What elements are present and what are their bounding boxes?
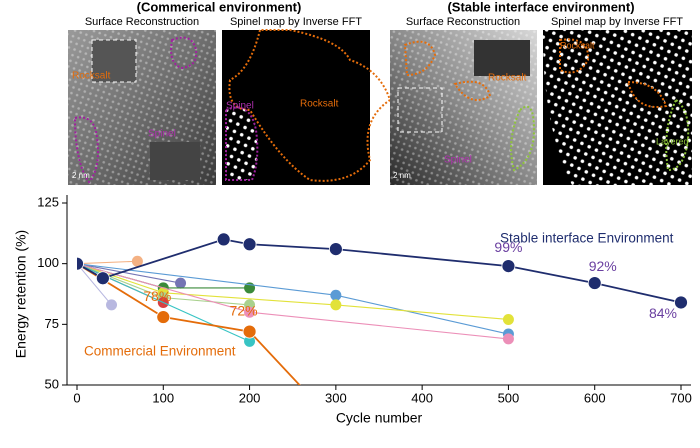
data-point [587, 276, 602, 290]
y-tick-label: 100 [37, 255, 59, 270]
value-label: 84% [649, 305, 677, 321]
x-tick-label: 100 [152, 390, 174, 405]
y-tick-label: 50 [45, 376, 59, 391]
data-point [330, 299, 342, 311]
panel-caption: Surface Reconstruction [85, 16, 199, 28]
data-point [242, 324, 257, 339]
data-point [216, 232, 231, 247]
series-name: Stable interface Environment [500, 231, 674, 246]
layered-outline [665, 98, 690, 172]
data-point [77, 256, 84, 271]
data-point [95, 271, 110, 286]
data-point [502, 333, 514, 345]
image-label: Rocksalt [72, 71, 111, 82]
spinel-region [225, 106, 259, 181]
data-point [131, 255, 143, 267]
panel-caption: Spinel map by Inverse FFT [551, 16, 683, 28]
image-label: Rocksalt [300, 99, 339, 110]
series-line [77, 263, 509, 321]
image-label: Spinel [148, 129, 176, 140]
image-label: Spinel [444, 155, 472, 166]
y-tick-label: 75 [45, 316, 59, 331]
data-point [175, 277, 187, 289]
x-tick-label: 400 [411, 390, 433, 405]
data-point [242, 237, 257, 252]
panel-caption: Surface Reconstruction [406, 16, 520, 28]
value-label: 78% [143, 288, 171, 304]
series-line [77, 263, 509, 340]
micrograph-panels [68, 29, 692, 185]
data-point [330, 289, 342, 301]
data-point [501, 259, 516, 273]
x-tick-label: 500 [498, 390, 520, 405]
value-label: 72% [230, 302, 258, 318]
data-point [244, 335, 256, 347]
y-tick-label: 125 [37, 194, 59, 209]
value-label: 99% [494, 239, 522, 255]
data-point [328, 242, 343, 257]
x-axis-label: Cycle number [336, 410, 423, 426]
rocksalt-outline [626, 80, 668, 108]
rocksalt-outline [403, 40, 437, 77]
y-axis-label: Energy retention (%) [13, 230, 29, 358]
x-tick-label: 0 [73, 390, 80, 405]
x-tick-label: 300 [325, 390, 347, 405]
series-line [77, 260, 138, 265]
layered-outline [510, 105, 536, 172]
inset [150, 142, 200, 180]
chart: 50 75 100 125 0 100 200 300 400 500 600 700 Cycle nu… [13, 194, 692, 426]
series-name: Commercial Environment [84, 344, 236, 359]
spinel-outline [73, 116, 99, 184]
series-line [77, 262, 301, 385]
inset [474, 40, 530, 76]
lattice-region [542, 30, 692, 185]
series-line [77, 263, 112, 306]
scale-bar: 2 nm [72, 171, 90, 180]
scale-bar: 2 nm [393, 171, 411, 180]
image-label: Layered [656, 136, 689, 146]
rocksalt-outline [559, 38, 590, 74]
panel-heading: (Stable interface environment) [447, 0, 634, 14]
rocksalt-outline [228, 29, 392, 182]
image-label: Rocksalt [560, 40, 595, 50]
x-tick-label: 600 [584, 390, 606, 405]
x-tick-label: 200 [239, 390, 261, 405]
series-line [77, 263, 181, 284]
data-point [674, 295, 688, 310]
rocksalt-outline [453, 80, 492, 101]
spinel-outline [170, 36, 198, 70]
image-label: Rocksalt [488, 73, 527, 84]
value-label: 92% [589, 258, 617, 274]
panel-heading: (Commerical environment) [137, 0, 302, 14]
data-point [502, 313, 514, 325]
image-label: Spinel [226, 101, 254, 112]
inset [91, 39, 137, 83]
series-line [77, 263, 509, 335]
data-point [156, 310, 171, 324]
series-line [77, 238, 682, 304]
data-point [106, 299, 118, 311]
inset [397, 87, 443, 133]
x-tick-label: 700 [670, 390, 692, 405]
data-point [244, 306, 256, 318]
panel-caption: Spinel map by Inverse FFT [230, 16, 362, 28]
plot-area [77, 232, 688, 385]
